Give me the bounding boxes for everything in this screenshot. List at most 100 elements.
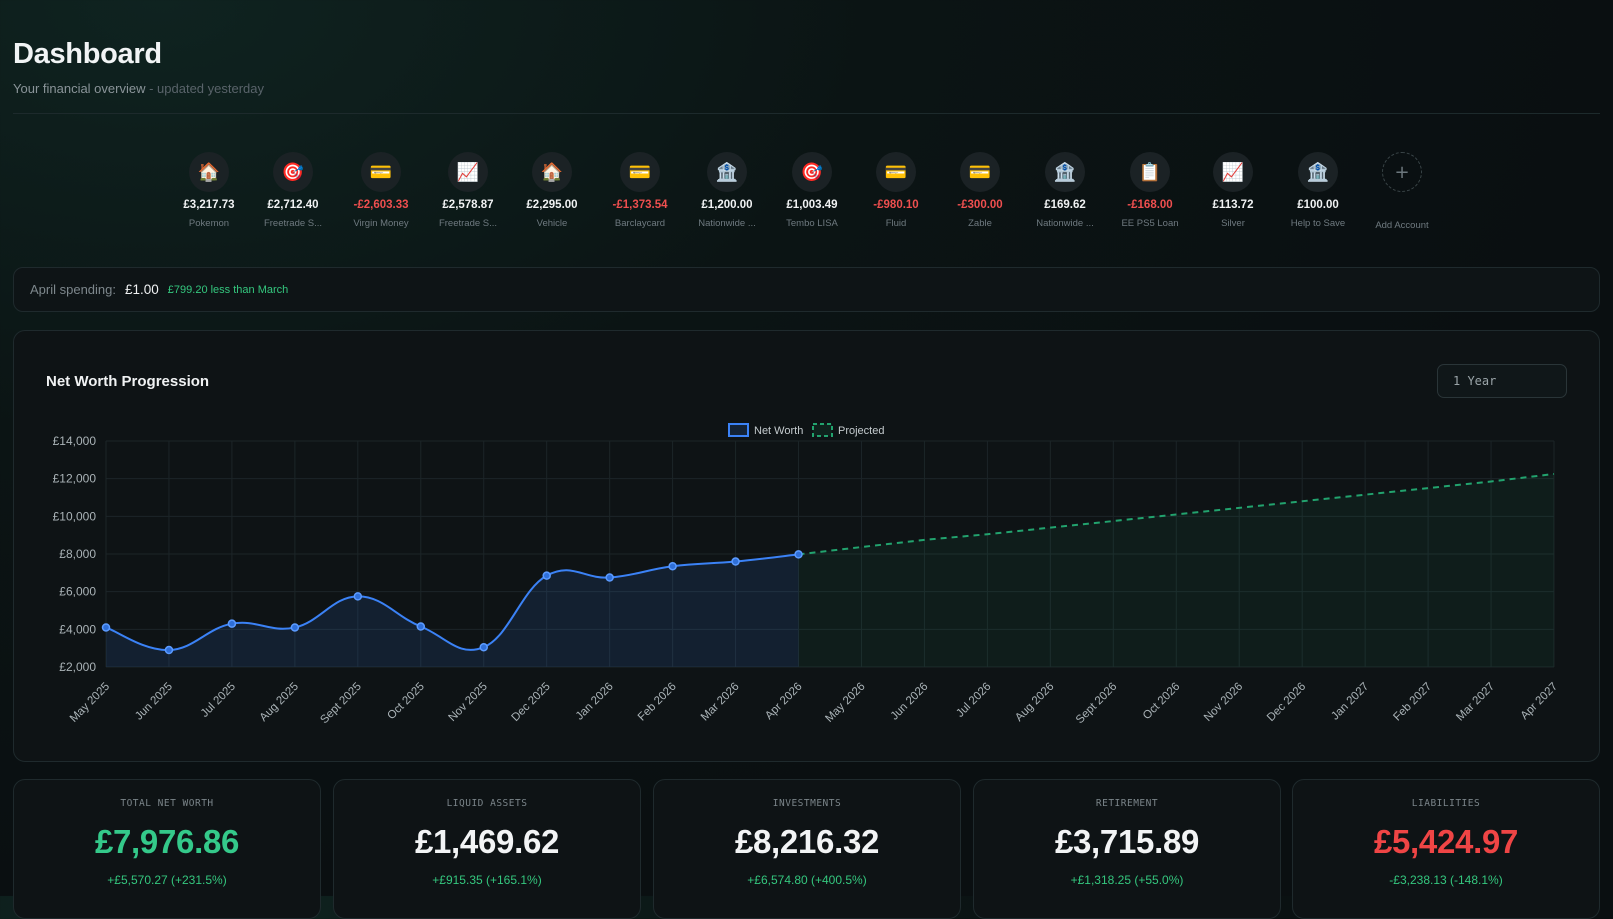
account-name: Silver xyxy=(1221,218,1245,229)
account-amount: £2,578.87 xyxy=(442,199,494,211)
y-tick-label: £14,000 xyxy=(53,434,97,448)
account-item[interactable]: 💳 -£300.00 Zable xyxy=(935,152,1025,229)
account-item[interactable]: 💳 -£2,603.33 Virgin Money xyxy=(336,152,426,229)
account-name: Nationwide ... xyxy=(698,218,756,229)
x-tick-label: Jun 2026 xyxy=(889,681,931,723)
account-amount: £2,712.40 xyxy=(267,199,319,211)
x-tick-label: Dec 2026 xyxy=(1265,681,1308,724)
stat-change: +£915.35 (+165.1%) xyxy=(432,873,542,887)
account-name: Vehicle xyxy=(536,218,568,229)
account-name: Zable xyxy=(968,218,992,229)
net-worth-point xyxy=(731,557,740,566)
net-worth-point xyxy=(668,561,677,571)
account-amount: £100.00 xyxy=(1297,199,1339,211)
net-worth-chart-card: £2,000 £4,000 £6,000 £8,000 £10,000 £12,000 £1… xyxy=(13,330,1600,762)
x-tick-label: Aug 2025 xyxy=(258,681,301,724)
net-worth-point xyxy=(479,642,488,652)
net-worth-area xyxy=(106,554,799,667)
account-name: Virgin Money xyxy=(353,218,409,229)
spending-summary: April spending: £1.00 £799.20 less than … xyxy=(13,267,1600,312)
credit-card-icon: 💳 xyxy=(620,152,660,192)
y-tick-label: £10,000 xyxy=(53,509,97,523)
bank-icon: 🏦 xyxy=(1045,152,1085,192)
account-item[interactable]: 📋 -£168.00 EE PS5 Loan xyxy=(1105,152,1195,229)
x-tick-label: Oct 2026 xyxy=(1141,681,1182,722)
net-worth-point xyxy=(794,550,803,559)
stats-row: TOTAL NET WORTH £7,976.86 +£5,570.27 (+231… xyxy=(13,779,1600,919)
stat-change: -£3,238.13 (-148.1%) xyxy=(1389,873,1503,887)
stat-change: +£1,318.25 (+55.0%) xyxy=(1070,873,1184,887)
account-item[interactable]: 🏠 £2,295.00 Vehicle xyxy=(507,152,597,229)
range-select[interactable]: 1 Year xyxy=(1437,364,1567,398)
account-amount: £2,295.00 xyxy=(526,199,578,211)
chart-up-icon: 📈 xyxy=(448,152,488,192)
stat-card: LIQUID ASSETS £1,469.62 +£915.35 (+165.1%) xyxy=(333,779,641,919)
x-tick-label: Nov 2025 xyxy=(447,681,490,724)
spending-comparison: £799.20 less than March xyxy=(167,283,289,296)
account-item[interactable]: 💳 -£980.10 Fluid xyxy=(851,152,941,229)
page-title: Dashboard xyxy=(13,38,162,70)
account-item[interactable]: 🎯 £1,003.49 Tembo LISA xyxy=(767,152,857,229)
plus-icon: + xyxy=(1382,152,1422,192)
add-account-button[interactable]: + Add Account xyxy=(1357,152,1447,231)
credit-card-icon: 💳 xyxy=(960,152,1000,192)
house-icon: 🏠 xyxy=(532,152,572,192)
stat-label: RETIREMENT xyxy=(1095,798,1159,809)
chart-up-icon: 📈 xyxy=(1213,152,1253,192)
stat-label: INVESTMENTS xyxy=(772,798,842,809)
account-name: Freetrade S... xyxy=(263,218,323,229)
account-amount: -£2,603.33 xyxy=(353,199,409,211)
account-name: Nationwide ... xyxy=(1036,218,1094,229)
stat-label: TOTAL NET WORTH xyxy=(120,798,214,809)
bank-icon: 🏦 xyxy=(1298,152,1338,192)
x-tick-label: Jan 2027 xyxy=(1329,681,1371,723)
account-item[interactable]: 🏠 £3,217.73 Pokemon xyxy=(164,152,254,229)
subtitle-text: Your financial overview xyxy=(13,81,146,96)
x-tick-label: Nov 2026 xyxy=(1202,681,1245,724)
projected-line xyxy=(798,472,1555,556)
x-tick-label: Mar 2027 xyxy=(1454,681,1497,724)
y-tick-label: £8,000 xyxy=(59,547,96,561)
account-amount: £1,200.00 xyxy=(701,199,753,211)
account-item[interactable]: 🎯 £2,712.40 Freetrade S... xyxy=(248,152,338,229)
stat-value: £8,216.32 xyxy=(734,823,880,860)
spending-label: April spending: xyxy=(30,282,116,297)
account-amount: £113.72 xyxy=(1212,199,1254,211)
page-header: Dashboard Your financial overview - upda… xyxy=(13,38,264,96)
y-tick-label: £6,000 xyxy=(59,585,96,599)
stat-label: LIABILITIES xyxy=(1411,798,1481,809)
x-tick-label: May 2025 xyxy=(68,681,112,725)
account-item[interactable]: 💳 -£1,373.54 Barclaycard xyxy=(595,152,685,229)
projected-area xyxy=(798,473,1554,667)
account-name: Fluid xyxy=(885,218,907,229)
x-tick-label: Mar 2026 xyxy=(699,681,742,724)
header-divider xyxy=(13,113,1600,114)
bank-icon: 🏦 xyxy=(707,152,747,192)
account-name: Freetrade S... xyxy=(438,218,498,229)
account-item[interactable]: 📈 £113.72 Silver xyxy=(1188,152,1278,229)
x-tick-label: Dec 2025 xyxy=(510,681,553,724)
account-item[interactable]: 📈 £2,578.87 Freetrade S... xyxy=(423,152,513,229)
stat-card: LIABILITIES £5,424.97 -£3,238.13 (-148.1%) xyxy=(1292,779,1600,919)
chart-legend: Net Worth Projected xyxy=(728,423,884,437)
x-tick-label: Apr 2027 xyxy=(1519,681,1560,722)
y-tick-label: £4,000 xyxy=(59,622,96,636)
page-subtitle: Your financial overview - updated yester… xyxy=(13,81,264,96)
net-worth-point xyxy=(542,571,551,580)
y-tick-label: £12,000 xyxy=(53,472,97,486)
x-tick-label: Apr 2026 xyxy=(763,681,804,722)
x-tick-label: Jul 2025 xyxy=(199,681,238,720)
account-item[interactable]: 🏦 £100.00 Help to Save xyxy=(1273,152,1363,229)
x-tick-label: Feb 2027 xyxy=(1391,681,1434,724)
account-item[interactable]: 🏦 £169.62 Nationwide ... xyxy=(1020,152,1110,229)
x-tick-label: Sept 2026 xyxy=(1074,681,1120,727)
x-tick-label: Feb 2026 xyxy=(636,681,679,724)
range-select-value: 1 Year xyxy=(1453,374,1497,388)
stat-card: RETIREMENT £3,715.89 +£1,318.25 (+55.0%) xyxy=(973,779,1281,919)
spending-value: £1.00 xyxy=(125,282,159,297)
updated-text: - updated yesterday xyxy=(145,81,265,96)
account-item[interactable]: 🏦 £1,200.00 Nationwide ... xyxy=(682,152,772,229)
stat-change: +£5,570.27 (+231.5%) xyxy=(107,873,227,887)
stat-change: +£6,574.80 (+400.5%) xyxy=(747,873,867,887)
account-amount: -£300.00 xyxy=(957,199,1003,211)
